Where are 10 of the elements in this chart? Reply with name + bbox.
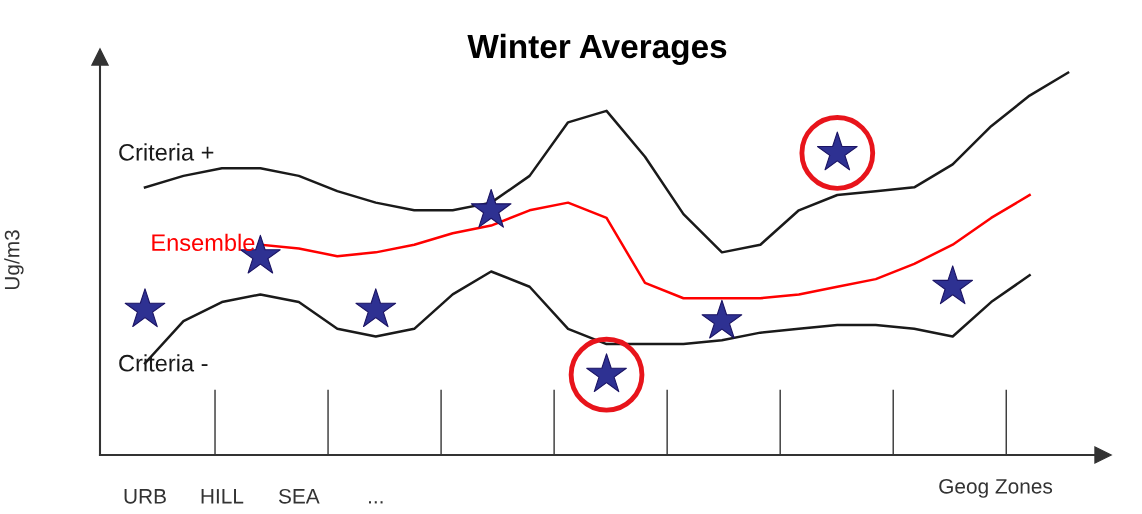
series-label: Criteria + xyxy=(119,143,214,161)
x-axis-title: Geog Zones xyxy=(939,478,1053,498)
chart-title: Winter Averages xyxy=(467,33,727,65)
x-tick-label: URB xyxy=(124,489,166,504)
x-tick-label: SEA xyxy=(278,488,320,504)
y-axis-title: Ug/m3 xyxy=(4,230,24,290)
x-tick-label: ... xyxy=(368,501,383,504)
x-tick-label: HILL xyxy=(201,489,244,504)
series-label: Criteria - xyxy=(119,354,208,372)
series-label: Ensemble xyxy=(152,233,255,252)
